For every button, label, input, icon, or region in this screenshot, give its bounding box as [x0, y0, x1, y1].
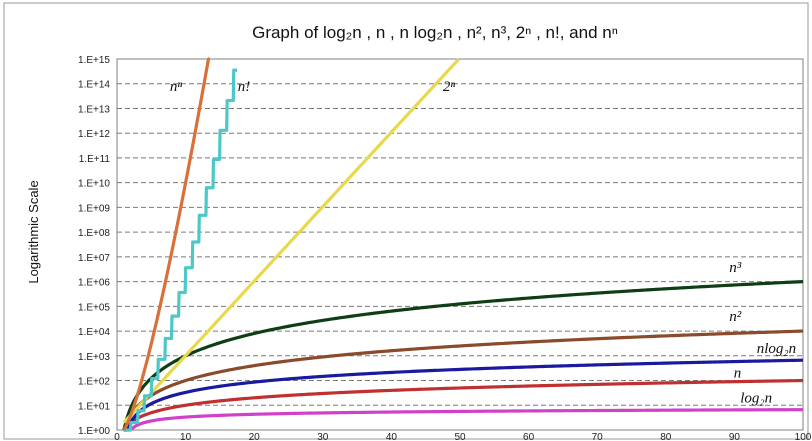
y-tick-label: 1.E+07 — [78, 253, 110, 264]
x-tick-label: 0 — [114, 432, 120, 441]
x-tick-label: 50 — [454, 432, 466, 441]
chart-title: Graph of log₂n , n , n log₂n , n², n³, 2… — [252, 23, 618, 42]
x-tick-label: 40 — [386, 432, 398, 441]
y-tick-label: 1.E+14 — [78, 80, 110, 91]
y-tick-label: 1.E+08 — [78, 228, 110, 239]
series-line-n — [122, 378, 804, 431]
y-tick-label: 1.E+09 — [78, 203, 110, 214]
x-tick-label: 10 — [180, 432, 192, 441]
series-labels: log₂n n nlog₂n n² n³ 2ⁿ n! nⁿ — [170, 79, 796, 406]
series-label-fact: n! — [238, 79, 251, 95]
x-tick-label: 80 — [660, 432, 672, 441]
y-tick-label: 1.E+13 — [78, 104, 110, 115]
series-label-n3: n³ — [729, 260, 742, 276]
series-line-2n — [122, 58, 460, 424]
chart-border — [3, 2, 809, 440]
series-label-n2: n² — [729, 309, 742, 325]
series-label-nlog2n: nlog₂n — [757, 341, 796, 357]
y-tick-label: 1.E+03 — [78, 352, 110, 363]
tick-labels: 1.E+00 1.E+01 1.E+02 1.E+03 1.E+04 1.E+05 1.E+… — [78, 55, 812, 441]
y-tick-label: 1.E+15 — [78, 55, 110, 66]
series-line-fact — [122, 68, 239, 432]
x-tick-label: 70 — [592, 432, 604, 441]
series-label-log2n: log₂n — [740, 390, 772, 406]
grid-lines — [117, 83, 803, 406]
x-tick-label: 100 — [795, 432, 812, 441]
y-tick-label: 1.E+11 — [79, 154, 111, 165]
y-tick-label: 1.E+00 — [78, 426, 110, 437]
series-line-nlog2n — [123, 358, 804, 432]
series-line-n2 — [122, 329, 804, 431]
series-label-nn: nⁿ — [170, 79, 183, 95]
y-tick-label: 1.E+10 — [78, 179, 110, 190]
series-line-nn — [122, 57, 211, 432]
x-tick-label: 60 — [523, 432, 535, 441]
y-tick-label: 1.E+12 — [78, 129, 110, 140]
y-tick-label: 1.E+04 — [78, 327, 110, 338]
series-label-n: n — [734, 366, 742, 382]
x-tick-label: 20 — [249, 432, 261, 441]
x-tick-label: 30 — [317, 432, 329, 441]
y-tick-label: 1.E+05 — [78, 302, 110, 313]
plot-area — [116, 58, 804, 431]
series-label-2n: 2ⁿ — [443, 79, 456, 95]
x-tick-label: 90 — [729, 432, 741, 441]
y-tick-label: 1.E+06 — [78, 278, 110, 289]
y-axis-label: Logarithmic Scale — [26, 180, 41, 283]
series-line-n3 — [122, 280, 804, 431]
y-tick-label: 1.E+01 — [78, 401, 110, 412]
series-lines — [122, 57, 804, 432]
series-line-log2n — [123, 408, 804, 432]
y-tick-label: 1.E+02 — [78, 377, 110, 388]
